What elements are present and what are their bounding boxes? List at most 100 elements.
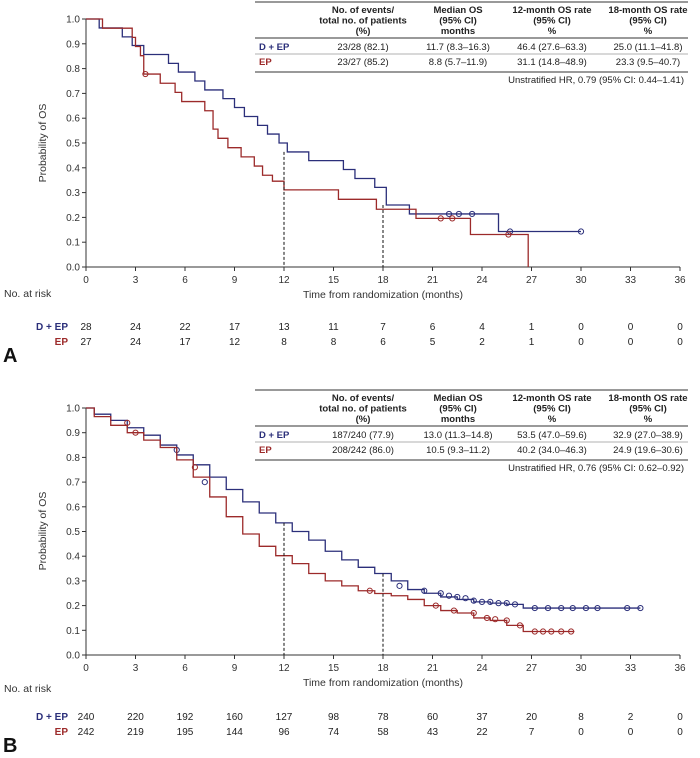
y-tick-label: 0.8	[66, 453, 80, 464]
censor-mark	[437, 215, 444, 222]
at-risk-value: 0	[677, 727, 683, 738]
table-header: 18-month OS rate	[608, 5, 687, 16]
censor-mark	[505, 231, 512, 238]
at-risk-value: 195	[177, 727, 194, 738]
censor-mark	[450, 607, 458, 614]
at-risk-value: 17	[229, 322, 241, 333]
table-header: (%)	[356, 414, 371, 425]
table-cell-os18: 25.0 (11.1–41.8)	[613, 42, 682, 53]
at-risk-value: 58	[377, 727, 389, 738]
censor-mark	[531, 604, 538, 612]
y-tick-label: 0.1	[66, 626, 80, 637]
table-header: %	[644, 414, 653, 425]
x-tick-label: 12	[278, 275, 290, 286]
at-risk-value: 11	[328, 322, 339, 333]
y-tick-label: 0.7	[66, 89, 80, 100]
at-risk-value: 60	[427, 712, 439, 723]
table-header: (95% CI)	[629, 404, 666, 415]
censor-mark	[201, 479, 208, 486]
y-tick-label: 1.0	[66, 404, 80, 415]
table-cell-os12: 40.2 (34.0–46.3)	[517, 445, 587, 456]
panel-B: 0.00.10.20.30.40.50.60.70.80.91.00 3 6 9 12 1…	[3, 389, 688, 757]
y-tick-label: 0.3	[66, 188, 80, 199]
at-risk-value: 2	[628, 712, 634, 723]
at-risk-value: 13	[278, 322, 290, 333]
at-risk-value: 219	[127, 727, 144, 738]
at-risk-value: 96	[278, 727, 290, 738]
y-tick-label: 0.5	[66, 527, 80, 538]
censor-mark	[421, 587, 428, 594]
x-tick-label: 18	[377, 663, 389, 674]
censor-mark	[469, 210, 476, 218]
table-header: Median OS	[433, 5, 482, 16]
censor-mark	[142, 70, 149, 78]
table-header: months	[441, 414, 475, 425]
table-cell-os18: 24.9 (19.6–30.6)	[613, 445, 683, 456]
y-tick-label: 0.7	[66, 478, 80, 489]
table-cell-median: 10.5 (9.3–11.2)	[426, 445, 490, 456]
x-tick-label: 27	[526, 275, 538, 286]
y-axis-label: Probability of OS	[37, 492, 49, 571]
at-risk-value: 6	[380, 337, 386, 348]
table-header: (95% CI)	[439, 404, 476, 415]
at-risk-value: 0	[628, 337, 634, 348]
table-header: (95% CI)	[533, 404, 570, 415]
at-risk-value: 24	[130, 337, 142, 348]
panel-label: A	[3, 345, 17, 367]
y-tick-label: 0.6	[66, 114, 80, 125]
km-line-ep	[86, 407, 575, 633]
at-risk-value: 74	[328, 727, 340, 738]
censor-mark	[449, 215, 456, 222]
x-tick-label: 24	[476, 663, 488, 674]
x-tick-label: 9	[232, 663, 238, 674]
censor-mark	[568, 628, 575, 635]
at-risk-value: 27	[80, 337, 92, 348]
y-tick-label: 0.2	[66, 601, 80, 612]
censor-mark	[487, 598, 494, 605]
table-header: %	[548, 414, 557, 425]
censor-mark	[478, 598, 486, 605]
panel-A: 0.00.10.20.30.40.50.60.70.80.91.00 3 6 9 12 1…	[3, 1, 688, 367]
hazard-ratio: Unstratified HR, 0.79 (95% CI: 0.44–1.41…	[508, 75, 684, 86]
at-risk-value: 28	[80, 322, 92, 333]
table-cell-median: 13.0 (11.3–14.8)	[423, 430, 492, 441]
x-tick-label: 15	[328, 275, 340, 286]
censor-mark	[503, 600, 510, 607]
y-axis-label: Probability of OS	[37, 104, 49, 183]
x-tick-label: 3	[133, 663, 139, 674]
table-header: 12-month OS rate	[512, 5, 591, 16]
table-cell-events: 23/27 (85.2)	[337, 57, 388, 68]
censor-mark	[191, 464, 198, 471]
at-risk-row-label: EP	[55, 337, 69, 348]
y-tick-label: 0.9	[66, 428, 80, 439]
table-cell-os12: 53.5 (47.0–59.6)	[517, 430, 587, 441]
km-line-dep	[86, 407, 641, 609]
x-tick-label: 6	[182, 663, 188, 674]
table-cell-os18: 23.3 (9.5–40.7)	[616, 57, 680, 68]
x-tick-label: 12	[278, 663, 290, 674]
y-tick-label: 0.3	[66, 576, 80, 587]
x-tick-label: 36	[674, 275, 686, 286]
y-tick-label: 0.2	[66, 213, 80, 224]
hazard-ratio: Unstratified HR, 0.76 (95% CI: 0.62–0.92…	[508, 463, 684, 474]
table-header: (95% CI)	[629, 16, 666, 27]
km-line-ep	[86, 18, 529, 267]
censor-mark	[577, 228, 585, 235]
censor-mark	[445, 210, 453, 218]
at-risk-value: 0	[677, 322, 683, 333]
at-risk-value: 220	[127, 712, 144, 723]
censor-mark	[396, 582, 403, 589]
censor-mark	[624, 604, 631, 612]
table-group-label: D + EP	[259, 42, 290, 53]
x-tick-label: 0	[83, 275, 89, 286]
x-tick-label: 27	[526, 663, 538, 674]
x-tick-label: 6	[182, 275, 188, 286]
x-axis-label: Time from randomization (months)	[303, 289, 463, 301]
at-risk-value: 37	[476, 712, 488, 723]
y-tick-label: 0.0	[66, 263, 80, 274]
table-header: 12-month OS rate	[512, 393, 591, 404]
at-risk-value: 0	[677, 712, 683, 723]
y-tick-label: 0.8	[66, 64, 80, 75]
censor-mark	[544, 604, 552, 612]
